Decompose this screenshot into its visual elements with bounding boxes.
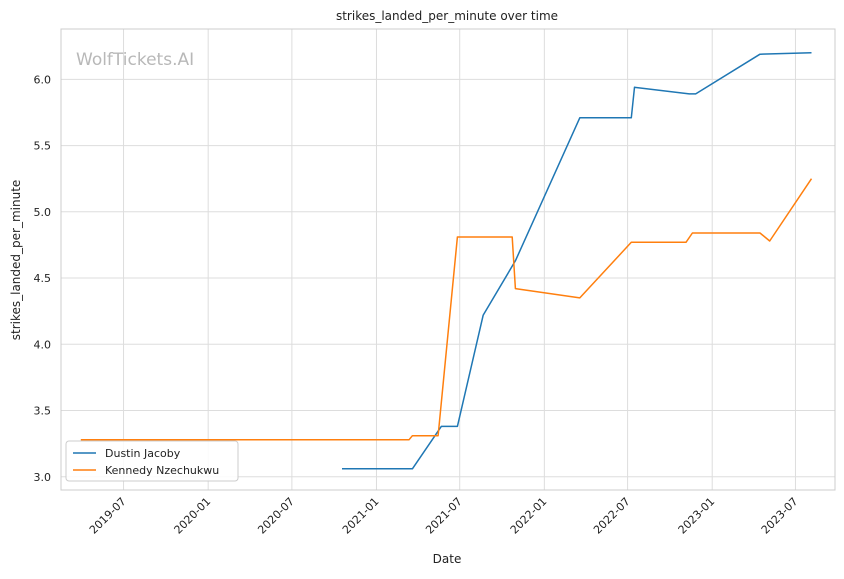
series-line-kennedy-nzechukwu <box>80 178 813 441</box>
legend-box <box>65 440 239 482</box>
y-tick-label: 5.0 <box>34 206 52 219</box>
y-tick-labels: 3.0 3.5 4.0 4.5 5.0 5.5 6.0 <box>34 73 52 483</box>
legend: Dustin Jacoby Kennedy Nzechukwu <box>65 440 239 482</box>
legend-label-kennedy-nzechukwu: Kennedy Nzechukwu <box>105 464 219 477</box>
y-gridlines <box>61 78 835 478</box>
watermark: WolfTickets.AI <box>76 50 194 70</box>
y-tick-label: 5.5 <box>34 140 52 153</box>
chart-title: strikes_landed_per_minute over time <box>336 9 558 23</box>
x-gridlines <box>123 29 796 490</box>
y-tick-label: 3.0 <box>34 471 52 484</box>
y-tick-label: 4.0 <box>34 338 52 351</box>
series-layer <box>80 52 813 470</box>
y-tick-label: 3.5 <box>34 405 52 418</box>
y-tick-label: 6.0 <box>34 73 52 86</box>
plot-area-frame <box>60 28 836 491</box>
x-axis-label: Date <box>433 552 462 566</box>
legend-label-dustin-jacoby: Dustin Jacoby <box>105 447 181 460</box>
y-tick-label: 4.5 <box>34 272 52 285</box>
series-line-dustin-jacoby <box>342 52 812 470</box>
y-axis-label: strikes_landed_per_minute <box>9 180 23 341</box>
